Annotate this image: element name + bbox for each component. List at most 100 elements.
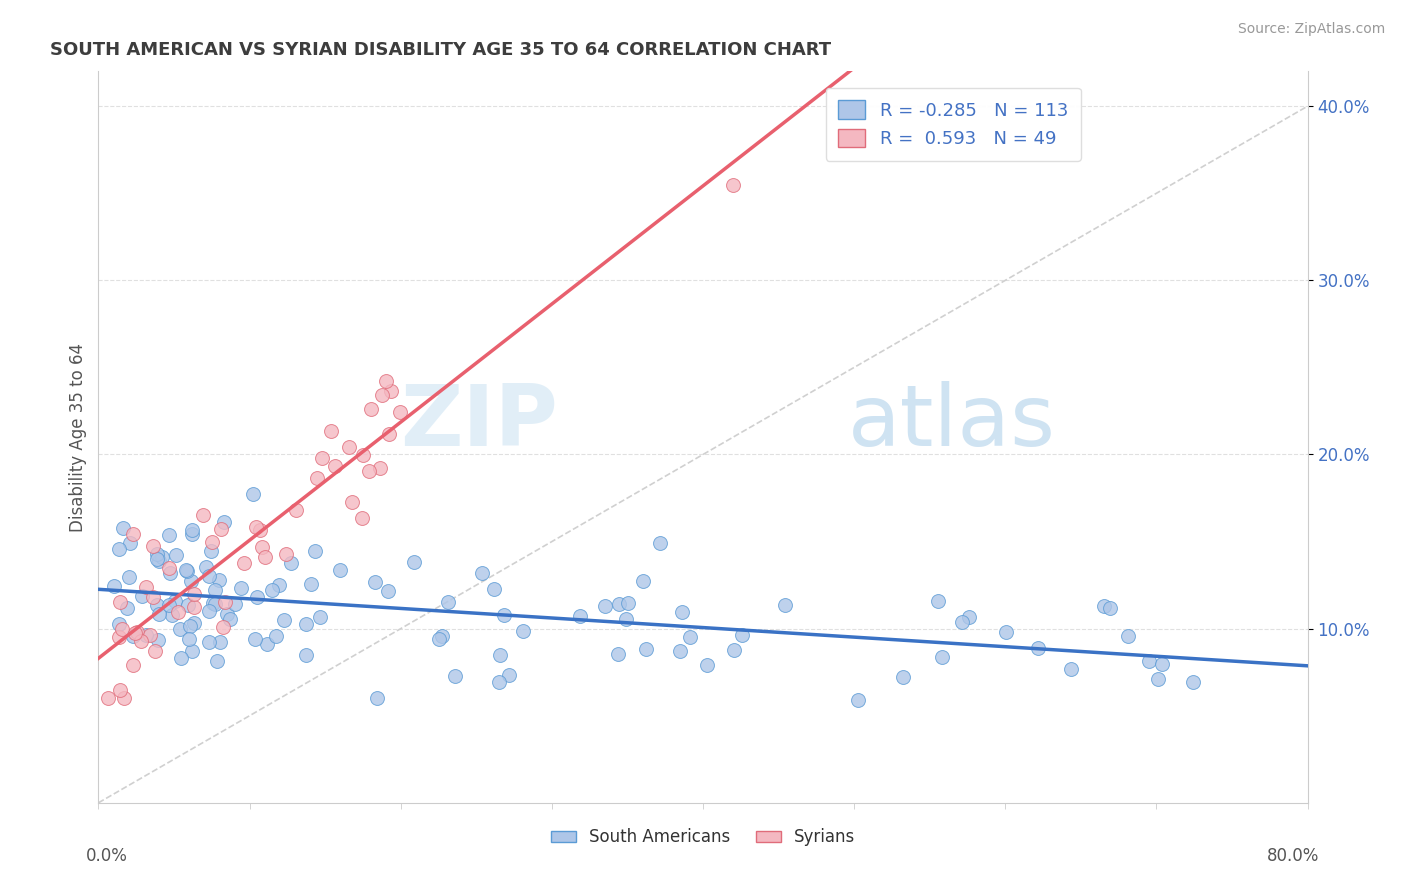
- Point: [489, 648, 512, 662]
- Point: [127, 624, 149, 639]
- Point: [430, 629, 453, 643]
- Point: [671, 605, 693, 619]
- Point: [323, 459, 346, 474]
- Point: [200, 535, 222, 549]
- Point: [165, 548, 187, 562]
- Point: [117, 600, 139, 615]
- Point: [183, 615, 205, 630]
- Point: [595, 599, 617, 613]
- Point: [209, 522, 232, 536]
- Point: [146, 548, 169, 562]
- Point: [357, 464, 380, 478]
- Point: [252, 540, 274, 554]
- Point: [208, 574, 231, 588]
- Point: [218, 612, 240, 626]
- Point: [512, 624, 534, 638]
- Point: [891, 670, 914, 684]
- Point: [498, 668, 520, 682]
- Point: [377, 584, 399, 599]
- Text: atlas: atlas: [848, 381, 1056, 464]
- Point: [614, 612, 637, 626]
- Point: [229, 582, 252, 596]
- Point: [146, 551, 169, 566]
- Point: [169, 622, 191, 636]
- Point: [139, 628, 162, 642]
- Point: [208, 634, 231, 648]
- Point: [181, 527, 204, 541]
- Point: [256, 637, 278, 651]
- Point: [569, 608, 592, 623]
- Point: [157, 561, 180, 575]
- Point: [775, 598, 797, 612]
- Point: [634, 641, 657, 656]
- Y-axis label: Disability Age 35 to 64: Disability Age 35 to 64: [69, 343, 87, 532]
- Point: [103, 579, 125, 593]
- Point: [1116, 629, 1139, 643]
- Point: [108, 542, 131, 557]
- Point: [204, 597, 226, 611]
- Point: [488, 675, 510, 690]
- Point: [363, 574, 385, 589]
- Point: [191, 508, 214, 523]
- Point: [957, 609, 980, 624]
- Point: [492, 607, 515, 622]
- Point: [177, 632, 200, 646]
- Point: [371, 388, 394, 402]
- Point: [97, 691, 120, 706]
- Point: [253, 550, 276, 565]
- Text: Source: ZipAtlas.com: Source: ZipAtlas.com: [1237, 22, 1385, 37]
- Point: [1152, 657, 1174, 672]
- Point: [337, 441, 360, 455]
- Point: [927, 594, 949, 608]
- Point: [179, 619, 201, 633]
- Point: [201, 596, 224, 610]
- Point: [135, 628, 157, 642]
- Point: [374, 374, 396, 388]
- Point: [340, 494, 363, 508]
- Point: [389, 404, 412, 418]
- Point: [242, 487, 264, 501]
- Point: [607, 647, 630, 661]
- Point: [131, 589, 153, 603]
- Point: [352, 448, 374, 462]
- Point: [650, 535, 672, 549]
- Point: [950, 615, 973, 630]
- Point: [307, 471, 329, 485]
- Point: [1092, 599, 1115, 614]
- Point: [669, 644, 692, 658]
- Point: [198, 569, 221, 583]
- Point: [129, 634, 152, 648]
- Point: [246, 590, 269, 604]
- Point: [110, 622, 132, 636]
- Point: [366, 690, 388, 705]
- Point: [107, 630, 129, 644]
- Point: [198, 635, 221, 649]
- Point: [696, 657, 718, 672]
- Point: [183, 587, 205, 601]
- Point: [183, 599, 205, 614]
- Point: [304, 544, 326, 558]
- Point: [846, 692, 869, 706]
- Point: [380, 384, 402, 398]
- Point: [352, 511, 374, 525]
- Point: [107, 617, 129, 632]
- Point: [157, 527, 180, 541]
- Point: [112, 521, 135, 535]
- Text: 80.0%: 80.0%: [1267, 847, 1320, 864]
- Point: [142, 590, 165, 604]
- Point: [169, 651, 191, 665]
- Point: [121, 629, 143, 643]
- Point: [311, 450, 333, 465]
- Point: [299, 577, 322, 591]
- Point: [319, 424, 342, 438]
- Point: [931, 650, 953, 665]
- Point: [295, 648, 318, 662]
- Point: [176, 564, 198, 578]
- Point: [274, 548, 297, 562]
- Point: [118, 570, 141, 584]
- Point: [148, 632, 170, 647]
- Point: [135, 580, 157, 594]
- Point: [200, 544, 222, 558]
- Point: [679, 630, 702, 644]
- Point: [146, 598, 169, 612]
